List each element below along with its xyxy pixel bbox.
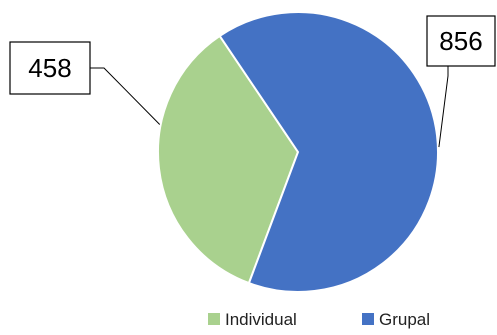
legend: Individual Grupal	[208, 310, 430, 329]
data-label-box-individual	[9, 41, 91, 95]
data-label-individual: 458	[28, 53, 71, 83]
pie-slices	[157, 11, 439, 293]
legend-swatch-individual	[208, 313, 220, 325]
leader-line-individual	[90, 67, 161, 125]
pie-slice-individual	[157, 34, 300, 285]
legend-label-individual: Individual	[225, 310, 297, 329]
data-label-grupal: 856	[439, 26, 482, 56]
data-labels: 458 856	[9, 15, 496, 148]
legend-label-grupal: Grupal	[379, 310, 430, 329]
legend-swatch-grupal	[362, 313, 374, 325]
leader-line-grupal	[438, 66, 449, 148]
pie-slice-grupal	[218, 11, 439, 293]
data-label-box-grupal	[426, 15, 496, 67]
